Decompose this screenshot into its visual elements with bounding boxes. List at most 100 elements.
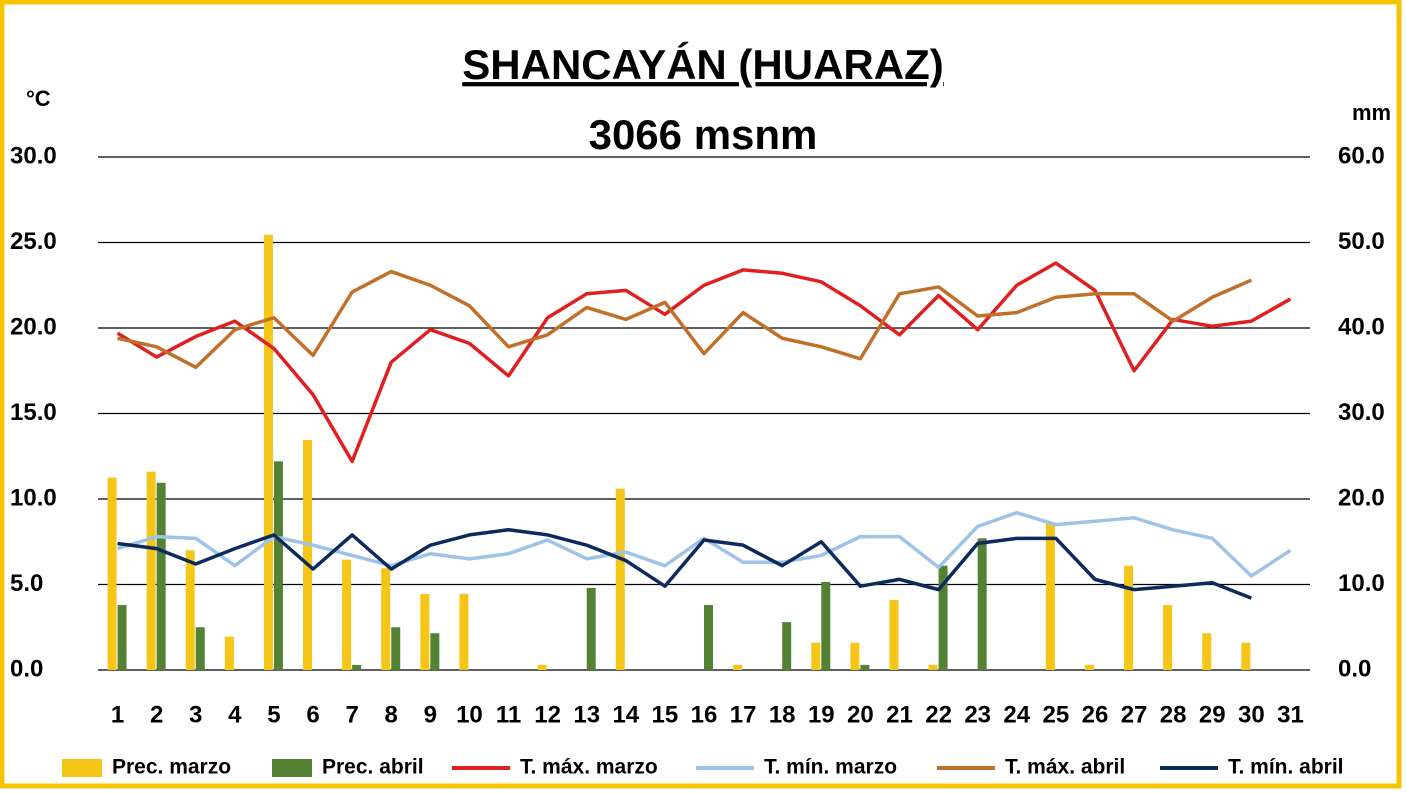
x-tick-label: 8	[385, 701, 398, 728]
bar	[1045, 522, 1055, 670]
x-tick-label: 13	[573, 701, 600, 728]
x-tick-label: 31	[1277, 701, 1304, 728]
bar	[117, 605, 127, 670]
bar	[1202, 633, 1212, 670]
x-tick-label: 2	[150, 701, 163, 728]
x-tick-label: 7	[345, 701, 358, 728]
x-tick-label: 9	[424, 701, 437, 728]
legend-label: Prec. abril	[322, 756, 424, 779]
x-tick-label: 28	[1160, 701, 1187, 728]
x-tick-label: 11	[496, 701, 521, 728]
bar	[1084, 664, 1094, 670]
bar	[704, 605, 713, 670]
x-tick-label: 4	[228, 701, 242, 728]
bar	[977, 538, 987, 670]
chart-subtitle: 3066 msnm	[589, 111, 818, 158]
line-series	[117, 510, 1292, 578]
y-tick-label: 20.0	[10, 313, 57, 340]
x-tick-label: 3	[189, 701, 202, 728]
bar	[821, 581, 831, 670]
y2-tick-label: 60.0	[1338, 142, 1385, 169]
x-tick-label: 17	[730, 701, 757, 728]
legend-label: T. máx. abril	[1005, 756, 1125, 779]
bar	[938, 565, 948, 670]
legend-label: T. mín. marzo	[764, 756, 897, 779]
bar	[224, 636, 234, 670]
bar	[782, 622, 792, 670]
x-tick-label: 25	[1043, 701, 1070, 728]
x-tick-label: 12	[534, 701, 561, 728]
bar	[352, 664, 362, 670]
bar	[1124, 565, 1134, 670]
x-tick-label: 29	[1199, 701, 1226, 728]
line-series	[117, 269, 1253, 370]
legend-label: Prec. marzo	[112, 756, 231, 779]
bar	[146, 471, 156, 670]
x-tick-label: 5	[267, 701, 280, 728]
x-tick-label: 22	[925, 701, 952, 728]
bar	[459, 593, 469, 670]
y2-axis-label: mm	[1352, 100, 1391, 125]
x-tick-label: 23	[964, 701, 991, 728]
line-series	[116, 261, 1292, 464]
bar	[430, 633, 440, 670]
bar	[537, 664, 547, 670]
legend-label: T. máx. marzo	[520, 756, 658, 779]
bar	[185, 550, 195, 670]
bar	[273, 461, 283, 670]
bar	[860, 664, 870, 670]
x-tick-label: 26	[1082, 701, 1109, 728]
x-tick-label: 21	[886, 701, 913, 728]
line-series	[117, 528, 1252, 600]
bar	[733, 664, 743, 670]
bar	[391, 627, 401, 670]
x-tick-label: 10	[456, 701, 483, 728]
x-tick-label: 24	[1003, 701, 1030, 728]
bar	[811, 642, 821, 670]
bar	[381, 568, 391, 670]
bar	[107, 477, 117, 670]
x-tick-label: 14	[612, 701, 639, 728]
legend-label: T. mín. abril	[1228, 756, 1344, 779]
bar	[195, 627, 205, 670]
bar	[420, 593, 430, 670]
y2-tick-label: 0.0	[1338, 655, 1371, 682]
bar	[303, 440, 313, 670]
bar	[615, 488, 625, 670]
x-tick-label: 18	[769, 701, 796, 728]
bar	[1241, 642, 1251, 670]
legend-swatch	[272, 759, 312, 777]
legend-swatch	[62, 759, 102, 777]
bar	[889, 599, 899, 670]
y-tick-label: 0.0	[10, 655, 43, 682]
y2-tick-label: 20.0	[1338, 484, 1385, 511]
x-tick-label: 1	[111, 701, 124, 728]
y-tick-label: 25.0	[10, 228, 57, 255]
y-tick-label: 15.0	[10, 399, 57, 426]
x-tick-label: 20	[847, 701, 874, 728]
y-axis-label: °C	[26, 86, 51, 111]
y-tick-label: 5.0	[10, 570, 43, 597]
bar	[1163, 605, 1173, 670]
x-tick-label: 16	[691, 701, 718, 728]
y2-tick-label: 40.0	[1338, 313, 1385, 340]
bar	[850, 642, 860, 670]
y2-tick-label: 30.0	[1338, 399, 1385, 426]
y-tick-label: 30.0	[10, 142, 57, 169]
x-tick-label: 27	[1121, 701, 1148, 728]
y-tick-label: 10.0	[10, 484, 57, 511]
bar	[586, 587, 596, 670]
y2-tick-label: 50.0	[1338, 228, 1385, 255]
bar	[928, 664, 938, 670]
x-tick-label: 30	[1238, 701, 1265, 728]
chart-title: SHANCAYÁN (HUARAZ)	[462, 41, 943, 88]
x-tick-label: 15	[652, 701, 679, 728]
x-tick-label: 6	[306, 701, 319, 728]
bar	[156, 482, 166, 670]
x-tick-label: 19	[808, 701, 835, 728]
bar	[342, 559, 352, 670]
y2-tick-label: 10.0	[1338, 570, 1385, 597]
bar	[263, 234, 273, 670]
